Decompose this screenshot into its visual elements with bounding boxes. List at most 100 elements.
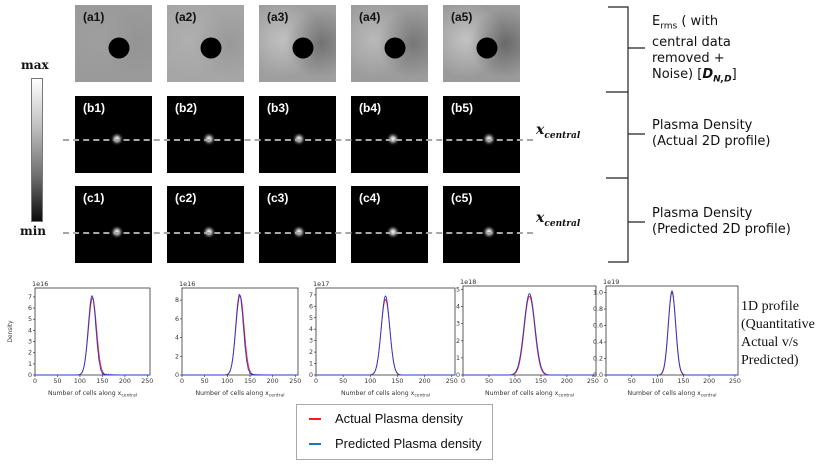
x-tick-label: 200 bbox=[119, 378, 131, 385]
xcentral-label-c: xcentral bbox=[536, 210, 581, 229]
panel-label: (a3) bbox=[267, 10, 289, 24]
xcentral-label-b: xcentral bbox=[536, 122, 581, 141]
xcentral-line-b bbox=[63, 139, 533, 141]
panel-label: (c3) bbox=[267, 191, 289, 205]
y-tick-label: 2 bbox=[456, 338, 460, 345]
panel-b4: (b4) bbox=[351, 96, 428, 173]
x-tick-label: 50 bbox=[339, 378, 347, 385]
y-tick-label: 8 bbox=[175, 297, 179, 304]
profile-plot-4: 1e18 0 50 100 150 200 250 0 1 2 3 4 5 Number of cells… bbox=[453, 278, 599, 399]
legend-item-predicted: Predicted Plasma density bbox=[297, 434, 492, 456]
y-tick-label: 4 bbox=[28, 327, 32, 334]
x-tick-label: 50 bbox=[53, 378, 61, 385]
scale-label: 1e18 bbox=[460, 278, 476, 286]
y-tick-label: 5 bbox=[456, 286, 460, 293]
y-tick-label: 0.4 bbox=[593, 339, 603, 346]
legend: Actual Plasma density Predicted Plasma d… bbox=[296, 404, 493, 460]
x-tick-label: 100 bbox=[221, 378, 233, 385]
y-tick-label: 7 bbox=[28, 294, 32, 301]
series-line-predicted bbox=[463, 293, 596, 376]
y-tick-label: 4 bbox=[309, 326, 313, 333]
series-line-predicted bbox=[606, 290, 738, 376]
panel-c1: (c1) bbox=[75, 186, 152, 263]
plot-axes bbox=[605, 285, 739, 376]
scale-label: 1e19 bbox=[603, 278, 619, 286]
x-tick-label: 50 bbox=[201, 378, 209, 385]
panel-label: (b2) bbox=[175, 101, 197, 115]
x-tick-label: 200 bbox=[703, 378, 715, 385]
panel-a4: (a4) bbox=[351, 5, 428, 82]
panel-label: (c2) bbox=[175, 191, 197, 205]
panel-label: (c5) bbox=[451, 191, 473, 205]
y-tick-label: 0 bbox=[28, 372, 32, 379]
colorbar bbox=[31, 78, 43, 222]
legend-swatch-predicted bbox=[309, 443, 321, 445]
panel-label: (a5) bbox=[451, 10, 473, 24]
y-tick-label: 1 bbox=[309, 361, 313, 368]
label-actual-density: Plasma Density (Actual 2D profile) bbox=[652, 118, 771, 149]
y-tick-label: 0 bbox=[175, 372, 179, 379]
panel-label: (c1) bbox=[83, 191, 105, 205]
panel-label: (b5) bbox=[451, 101, 473, 115]
panel-c4: (c4) bbox=[351, 186, 428, 263]
panel-label: (b1) bbox=[83, 101, 105, 115]
central-hole bbox=[384, 37, 406, 59]
y-tick-label: 5 bbox=[309, 315, 313, 322]
x-tick-label: 150 bbox=[96, 378, 108, 385]
x-tick-label: 250 bbox=[141, 378, 153, 385]
y-tick-label: 3 bbox=[456, 321, 460, 328]
x-tick-label: 0 bbox=[180, 378, 184, 385]
x-tick-label: 250 bbox=[587, 378, 599, 385]
y-tick-label: 6 bbox=[175, 316, 179, 323]
panel-c3: (c3) bbox=[259, 186, 336, 263]
scale-label: 1e16 bbox=[179, 280, 195, 288]
y-tick-label: 4 bbox=[456, 304, 460, 311]
series-line-predicted bbox=[182, 294, 298, 376]
plot-axes bbox=[315, 287, 456, 376]
y-tick-label: 2 bbox=[175, 353, 179, 360]
y-tick-label: 1.0 bbox=[593, 290, 603, 297]
x-tick-label: 100 bbox=[652, 378, 664, 385]
colorbar-min-label: min bbox=[20, 224, 46, 238]
x-axis-label: Number of cells along xcentral bbox=[48, 390, 137, 399]
central-hole bbox=[292, 37, 314, 59]
x-tick-label: 200 bbox=[419, 378, 431, 385]
x-tick-label: 0 bbox=[314, 378, 318, 385]
profile-plot-5: 1e19 0 50 100 150 200 250 0.0 0.2 0.4 0.6 0.8 1.0 Num… bbox=[592, 278, 741, 399]
y-tick-label: 1 bbox=[456, 355, 460, 362]
profile-plot-2: 1e16 0 50 100 150 200 250 0 2 4 6 8 Number of cells … bbox=[155, 279, 301, 399]
x-tick-label: 200 bbox=[267, 378, 279, 385]
panel-b3: (b3) bbox=[259, 96, 336, 173]
scale-label: 1e17 bbox=[313, 280, 329, 288]
profile-plot-3: 1e17 0 50 100 150 200 250 0 1 2 3 4 5 6 7 Number of cel… bbox=[306, 279, 458, 399]
panel-c2: (c2) bbox=[167, 186, 244, 263]
x-tick-label: 150 bbox=[535, 378, 547, 385]
panel-label: (b3) bbox=[267, 101, 289, 115]
y-tick-label: 5 bbox=[28, 316, 32, 323]
x-axis-label: Number of cells along xcentral bbox=[485, 390, 574, 399]
y-axis-label: Density bbox=[8, 320, 14, 343]
x-tick-label: 150 bbox=[391, 378, 403, 385]
scale-label: 1e16 bbox=[32, 280, 48, 288]
legend-item-actual: Actual Plasma density bbox=[297, 409, 492, 431]
y-tick-label: 0 bbox=[309, 372, 313, 379]
x-tick-label: 0 bbox=[461, 378, 465, 385]
colorbar-max-label: max bbox=[21, 58, 49, 72]
y-tick-label: 0 bbox=[456, 372, 460, 379]
x-tick-label: 100 bbox=[74, 378, 86, 385]
x-axis-label: Number of cells along xcentral bbox=[195, 390, 284, 399]
x-tick-label: 50 bbox=[485, 378, 493, 385]
y-tick-label: 0.6 bbox=[593, 323, 603, 330]
y-tick-label: 6 bbox=[309, 303, 313, 310]
x-tick-label: 250 bbox=[446, 378, 458, 385]
x-tick-label: 250 bbox=[729, 378, 741, 385]
central-hole bbox=[108, 37, 130, 59]
xcentral-line-c bbox=[63, 232, 533, 234]
label-1d-profile: 1D profile (Quantitative Actual v/s Pred… bbox=[741, 299, 815, 368]
panel-label: (a2) bbox=[175, 10, 197, 24]
y-tick-label: 4 bbox=[175, 335, 179, 342]
x-tick-label: 0 bbox=[33, 378, 37, 385]
x-tick-label: 0 bbox=[604, 378, 608, 385]
y-tick-label: 2 bbox=[28, 350, 32, 357]
y-tick-label: 0.2 bbox=[593, 356, 603, 363]
